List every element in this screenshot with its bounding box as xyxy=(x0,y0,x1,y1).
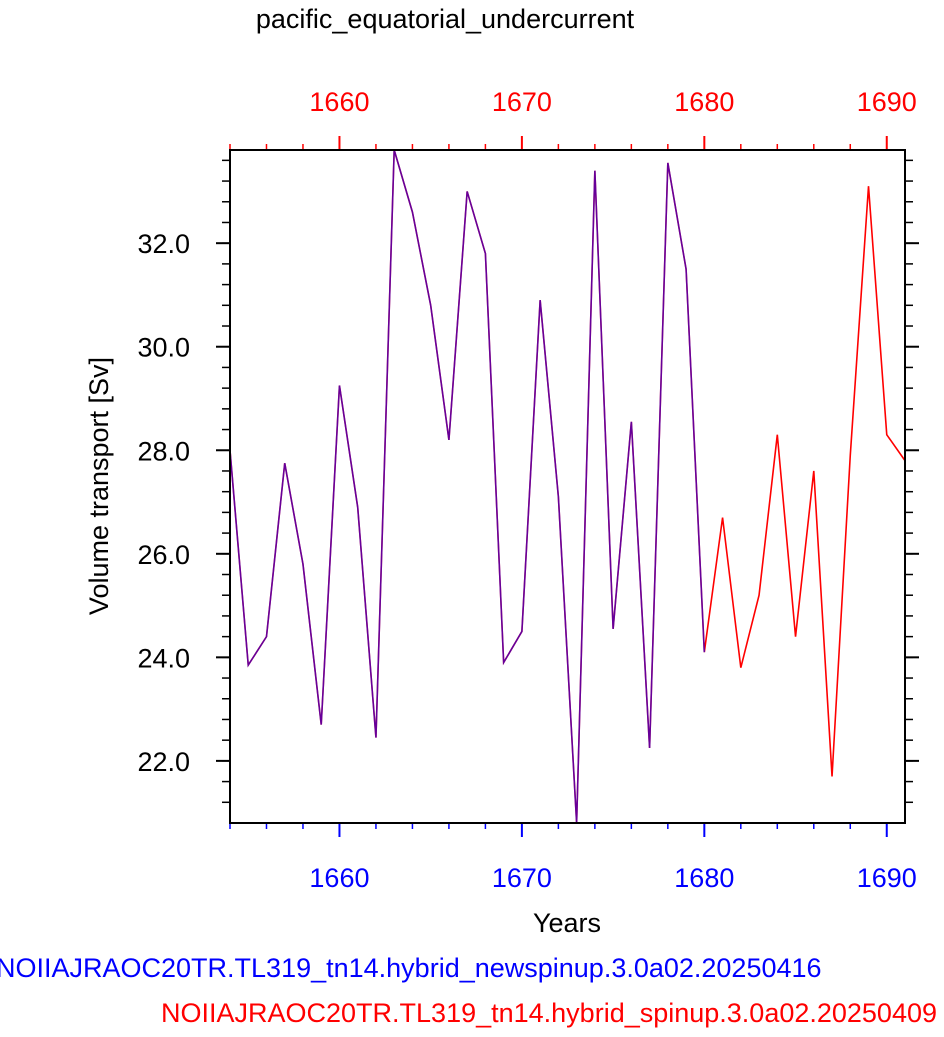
major-ticks xyxy=(216,136,919,837)
legend-label-newspinup: NOIIAJRAOC20TR.TL319_tn14.hybrid_newspin… xyxy=(0,953,822,983)
x-tick-label-top: 1660 xyxy=(309,87,369,117)
x-tick-label-bottom: 1690 xyxy=(857,863,917,893)
y-tick-label: 24.0 xyxy=(137,643,190,673)
plot-frame xyxy=(229,149,906,824)
x-tick-label-bottom: 1670 xyxy=(492,863,552,893)
y-tick-label: 32.0 xyxy=(137,229,190,259)
x-tick-label-bottom: 1660 xyxy=(309,863,369,893)
x-tick-labels-bottom: 1660 1670 1680 1690 xyxy=(309,863,916,893)
y-tick-labels: 22.0 24.0 26.0 28.0 30.0 32.0 xyxy=(137,229,190,777)
x-tick-label-top: 1670 xyxy=(492,87,552,117)
y-axis-title: Volume transport [Sv] xyxy=(84,357,114,615)
chart-title: pacific_equatorial_undercurrent xyxy=(256,4,635,34)
x-tick-label-top: 1680 xyxy=(674,87,734,117)
y-tick-label: 26.0 xyxy=(137,540,190,570)
x-tick-label-top: 1690 xyxy=(857,87,917,117)
x-axis-title: Years xyxy=(533,908,601,938)
x-tick-label-bottom: 1680 xyxy=(674,863,734,893)
y-tick-label: 30.0 xyxy=(137,333,190,363)
series-line-1 xyxy=(229,149,906,824)
series-lines xyxy=(229,149,906,824)
minor-ticks xyxy=(222,144,913,829)
y-tick-label: 22.0 xyxy=(137,747,190,777)
legend-label-spinup: NOIIAJRAOC20TR.TL319_tn14.hybrid_spinup.… xyxy=(161,998,937,1028)
y-tick-label: 28.0 xyxy=(137,436,190,466)
series-line-0 xyxy=(229,149,706,824)
x-tick-labels-top: 1660 1670 1680 1690 xyxy=(309,87,916,117)
